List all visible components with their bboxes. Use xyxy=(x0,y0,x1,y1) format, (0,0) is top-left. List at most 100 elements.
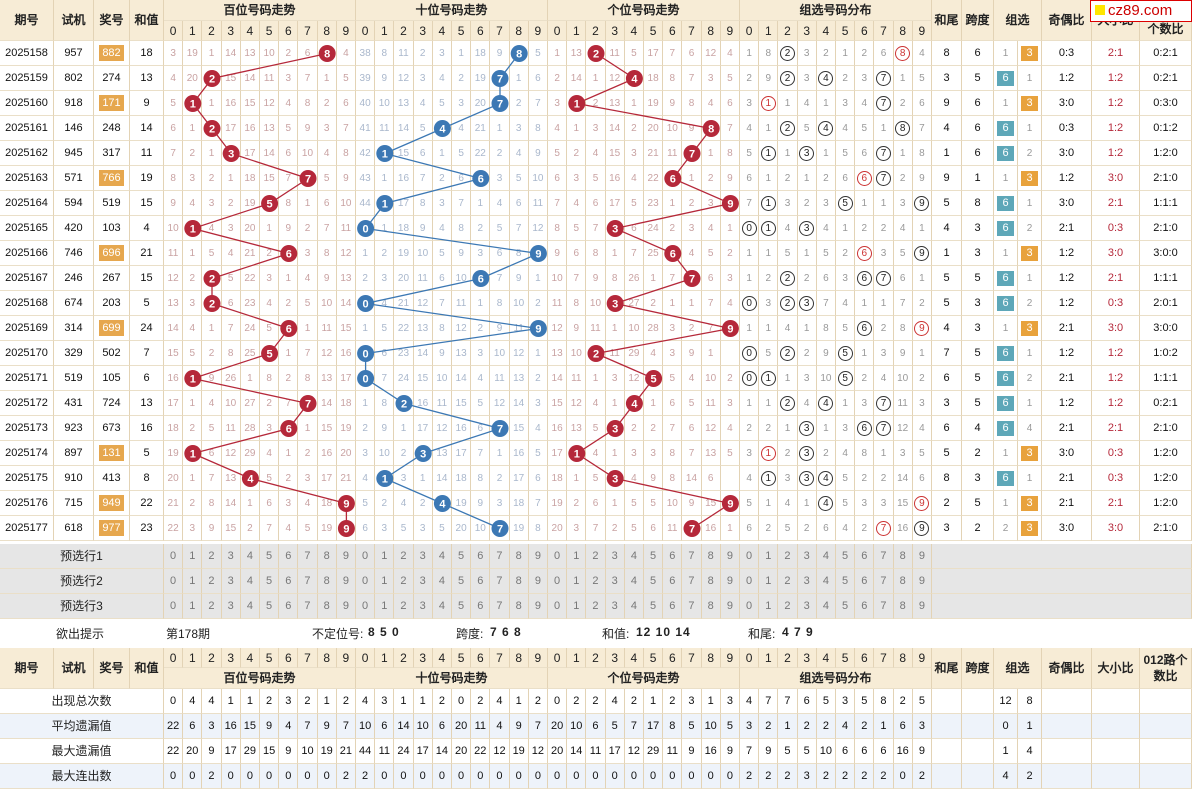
pick-digit: 2 xyxy=(586,569,606,594)
te-cell: 14 xyxy=(509,391,529,416)
row-period: 2025169 xyxy=(0,316,54,341)
u-cell: 4 xyxy=(644,341,664,366)
row-tail: 3 xyxy=(932,391,962,416)
hundreds-header: 百位号码走势 xyxy=(164,0,356,21)
h-cell: 22 xyxy=(240,266,260,291)
u-cell: 7 xyxy=(663,266,683,291)
trend-ball-label: 8 xyxy=(324,49,330,61)
group-cell: 5 xyxy=(912,441,932,466)
pick-digit: 0 xyxy=(356,594,376,619)
u-cell: 7 xyxy=(701,291,721,316)
pick-digit: 1 xyxy=(759,544,779,569)
row-span: 6 xyxy=(962,91,994,116)
row-period: 2025163 xyxy=(0,166,54,191)
h-cell: 6 xyxy=(202,441,222,466)
digit-footer-g-5: 5 xyxy=(836,648,856,668)
h-cell: 10 xyxy=(164,216,184,241)
h-cell: 2 xyxy=(298,441,318,466)
digit-header-u-0: 0 xyxy=(548,21,568,41)
pick-digit: 6 xyxy=(663,569,683,594)
group-sel-left: 1 xyxy=(994,41,1018,66)
group-cell: 5 xyxy=(816,241,836,266)
te-cell: 12 xyxy=(394,66,414,91)
u-cell: 5 xyxy=(624,516,644,541)
trend-ball-label: 1 xyxy=(382,199,388,211)
h-cell: 14 xyxy=(221,41,241,66)
h-cell: 22 xyxy=(164,516,184,541)
h-cell: 17 xyxy=(240,141,260,166)
te-cell xyxy=(432,116,452,141)
te-cell: 5 xyxy=(432,241,452,266)
te-cell: 10 xyxy=(375,441,395,466)
trend-ball-label: 2 xyxy=(209,299,215,311)
pick-digit: 9 xyxy=(720,569,740,594)
te-cell: 11 xyxy=(528,191,548,216)
u-cell xyxy=(644,366,664,391)
row-odd-even: 1:2 xyxy=(1042,166,1092,191)
trend-ball-label: 8 xyxy=(708,124,714,136)
row-trial: 746 xyxy=(54,241,94,266)
group-cell: 2 xyxy=(912,291,932,316)
u-cell: 7 xyxy=(663,41,683,66)
te-cell: 10 xyxy=(509,291,529,316)
trend-ball-label: 4 xyxy=(247,474,254,486)
digit-footer-u-7: 7 xyxy=(682,648,702,668)
group-cell: 6 xyxy=(855,416,875,441)
h-cell: 11 xyxy=(221,416,241,441)
digit-footer-te-4: 4 xyxy=(432,648,452,668)
group-cell: 6 xyxy=(836,166,856,191)
row-odd-even: 1:2 xyxy=(1042,241,1092,266)
u-cell: 11 xyxy=(663,516,683,541)
group-cell: 9 xyxy=(912,316,932,341)
group-cell: 1 xyxy=(759,216,779,241)
row-span: 3 xyxy=(962,216,994,241)
group-cell: 9 xyxy=(893,341,913,366)
u-cell xyxy=(567,441,587,466)
group-cell: 3 xyxy=(816,191,836,216)
h-cell: 4 xyxy=(298,491,318,516)
stat-value: 1 xyxy=(221,689,241,714)
group-cell: 1 xyxy=(816,416,836,441)
h-cell: 17 xyxy=(336,366,356,391)
trend-ball-label: 9 xyxy=(535,249,541,261)
u-cell: 4 xyxy=(586,391,606,416)
tens-footer: 十位号码走势 xyxy=(356,668,548,689)
h-cell: 8 xyxy=(202,491,222,516)
award-number: 696 xyxy=(99,245,124,261)
row-tail: 4 xyxy=(932,316,962,341)
te-cell: 13 xyxy=(452,341,472,366)
u-cell: 4 xyxy=(720,416,740,441)
pick-digit: 4 xyxy=(816,544,836,569)
group-cell: 4 xyxy=(816,491,836,516)
row-big-small: 3:0 xyxy=(1092,241,1140,266)
group-six-tag: 6 xyxy=(997,121,1014,136)
digit-footer-u-8: 8 xyxy=(701,648,721,668)
h-cell: 9 xyxy=(336,166,356,191)
award-number: 413 xyxy=(102,472,121,484)
te-cell: 5 xyxy=(356,491,376,516)
group-ring: 6 xyxy=(856,246,872,261)
h-cell: 19 xyxy=(183,41,203,66)
group-cell: 0 xyxy=(740,341,760,366)
group-cell: 3 xyxy=(740,441,760,466)
stat-value: 4 xyxy=(740,689,760,714)
pick-digit: 9 xyxy=(720,544,740,569)
h-cell: 18 xyxy=(317,491,337,516)
pick-digit: 3 xyxy=(797,544,817,569)
h-cell: 12 xyxy=(221,441,241,466)
hint-uncertain-label: 不定位号: xyxy=(312,627,364,641)
te-cell: 13 xyxy=(509,366,529,391)
pick-digit: 8 xyxy=(893,569,913,594)
group-cell: 3 xyxy=(797,141,817,166)
te-cell: 22 xyxy=(471,141,491,166)
group-ring: 1 xyxy=(760,146,776,161)
row-tail: 5 xyxy=(932,291,962,316)
h-cell: 4 xyxy=(279,91,299,116)
u-cell: 15 xyxy=(548,391,568,416)
h-cell: 12 xyxy=(260,91,280,116)
group-sel-right: 3 xyxy=(1018,491,1042,516)
group-cell: 4 xyxy=(740,116,760,141)
site-logo[interactable]: cz89.com xyxy=(1090,0,1192,22)
pick-digit: 1 xyxy=(759,569,779,594)
row-award: 171 xyxy=(94,91,130,116)
